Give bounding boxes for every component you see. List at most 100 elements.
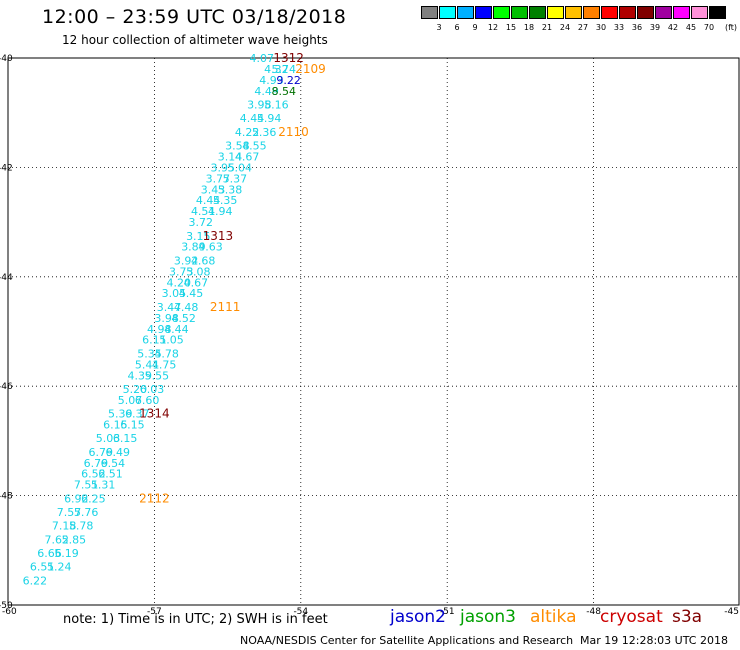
legend-label: 30 xyxy=(595,23,607,32)
swh-value: 6.22 xyxy=(23,574,48,587)
swh-value: 3.47 xyxy=(157,301,182,314)
swh-value: 7.62 xyxy=(45,533,70,546)
x-tick-label: -60 xyxy=(2,607,17,617)
map-subtitle: 12 hour collection of altimeter wave hei… xyxy=(62,33,328,47)
legend-swatch xyxy=(583,6,600,19)
swh-value: 4.49 xyxy=(254,85,279,98)
swh-value: 4.20 xyxy=(167,276,192,289)
swh-value: 6.79 xyxy=(88,446,113,459)
legend-label: 39 xyxy=(649,23,661,32)
swh-value: 3.43 xyxy=(201,183,226,196)
altika-pass-time: 2111 xyxy=(210,300,241,314)
swh-value: 4.22 xyxy=(235,126,260,139)
swh-value: 3.72 xyxy=(189,216,214,229)
y-tick-label: -44 xyxy=(0,273,13,283)
legend-swatch xyxy=(655,6,672,19)
legend-swatch xyxy=(421,6,438,19)
legend-label: 45 xyxy=(685,23,697,32)
swh-value: 6.54 xyxy=(101,457,126,470)
swh-value: 4.44 xyxy=(240,112,265,125)
swh-value: 5.24 xyxy=(47,561,72,574)
swh-value: 4.93 xyxy=(259,74,284,87)
jason3-swh-value: 8.54 xyxy=(271,85,296,98)
swh-value: 5.36 xyxy=(252,126,277,139)
legend-swatch xyxy=(709,6,726,19)
swh-value: 5.55 xyxy=(145,369,170,382)
swh-value: 4.32 xyxy=(264,63,289,76)
legend-swatch xyxy=(601,6,618,19)
swh-value: 6.51 xyxy=(30,561,55,574)
swh-value: 7.18 xyxy=(52,520,77,533)
cryosat-pass-time: 1312 xyxy=(273,51,304,65)
x-tick-label: -57 xyxy=(147,607,162,617)
legend-label: 18 xyxy=(523,23,535,32)
wave-height-labels: 4.074.324.934.493.984.444.223.583.143.95… xyxy=(23,51,326,587)
x-tick-label: -54 xyxy=(293,607,308,617)
swh-value: 6.51 xyxy=(98,468,123,481)
legend-unit: (ft) xyxy=(724,23,738,32)
swh-value: 3.14 xyxy=(218,150,243,163)
swh-value: 6.37 xyxy=(125,408,150,421)
swh-value: 5.31 xyxy=(91,479,116,492)
units-note: note: 1) Time is in UTC; 2) SWH is in fe… xyxy=(63,612,328,627)
legend-label: 42 xyxy=(667,23,679,32)
legend-label: 24 xyxy=(559,23,571,32)
satellite-name-jason2: jason2 xyxy=(390,607,446,627)
legend-label: 9 xyxy=(472,23,478,32)
swh-value: 4.07 xyxy=(250,52,275,65)
y-tick-label: -40 xyxy=(0,54,13,64)
x-tick-label: -45 xyxy=(724,607,739,617)
swh-value: 5.41 xyxy=(135,358,160,371)
swh-value: 4.44 xyxy=(164,323,189,336)
swh-value: 4.48 xyxy=(174,301,199,314)
satellite-name-cryosat: cryosat xyxy=(600,607,663,627)
swh-value: 4.94 xyxy=(208,205,233,218)
legend-swatch xyxy=(457,6,474,19)
swh-value: 4.98 xyxy=(147,323,172,336)
swh-value: 5.35 xyxy=(137,347,162,360)
altika-pass-time: 2112 xyxy=(139,491,170,505)
legend-swatch xyxy=(547,6,564,19)
y-tick-label: -48 xyxy=(0,492,13,502)
swh-value: 5.39 xyxy=(108,408,133,421)
swh-value: 6.11 xyxy=(142,334,167,347)
map-frame xyxy=(7,57,740,606)
swh-value: 6.49 xyxy=(106,446,131,459)
satellite-name-jason3: jason3 xyxy=(460,607,516,627)
swh-value: 6.92 xyxy=(64,492,89,505)
swh-value: 4.67 xyxy=(235,150,260,163)
legend-label: 3 xyxy=(436,23,442,32)
legend-swatch xyxy=(619,6,636,19)
y-tick-label: -46 xyxy=(0,382,13,392)
swh-value: 5.05 xyxy=(159,334,184,347)
legend-swatch xyxy=(673,6,690,19)
swh-value: 3.05 xyxy=(162,287,187,300)
legend-label: 33 xyxy=(613,23,625,32)
swh-value: 3.77 xyxy=(206,172,231,185)
swh-value: 6.60 xyxy=(135,394,160,407)
swh-value: 3.58 xyxy=(225,140,250,153)
swh-value: 4.67 xyxy=(184,276,209,289)
satellite-name-s3a: s3a xyxy=(672,607,703,627)
cryosat-pass-time: 1314 xyxy=(139,407,170,421)
swh-value: 5.38 xyxy=(218,183,243,196)
map-grid xyxy=(7,57,740,606)
swh-value: 4.45 xyxy=(179,287,204,300)
cryosat-pass-time: 1313 xyxy=(203,229,234,243)
swh-value: 3.98 xyxy=(154,312,179,325)
legend-label: 70 xyxy=(703,23,715,32)
credit-line: NOAA/NESDIS Center for Satellite Applica… xyxy=(240,634,574,647)
legend-swatch xyxy=(637,6,654,19)
legend-label: 12 xyxy=(487,23,499,32)
swh-value: 7.57 xyxy=(57,506,82,519)
swh-value: 5.20 xyxy=(123,383,148,396)
swh-value: 3.92 xyxy=(174,254,199,267)
x-tick-label: -51 xyxy=(440,607,455,617)
legend-label: 27 xyxy=(577,23,589,32)
swh-value: 7.51 xyxy=(74,479,99,492)
swh-value: 5.16 xyxy=(264,98,289,111)
swh-value: 5.94 xyxy=(257,112,282,125)
swh-value: 4.51 xyxy=(191,205,216,218)
legend-swatch xyxy=(511,6,528,19)
